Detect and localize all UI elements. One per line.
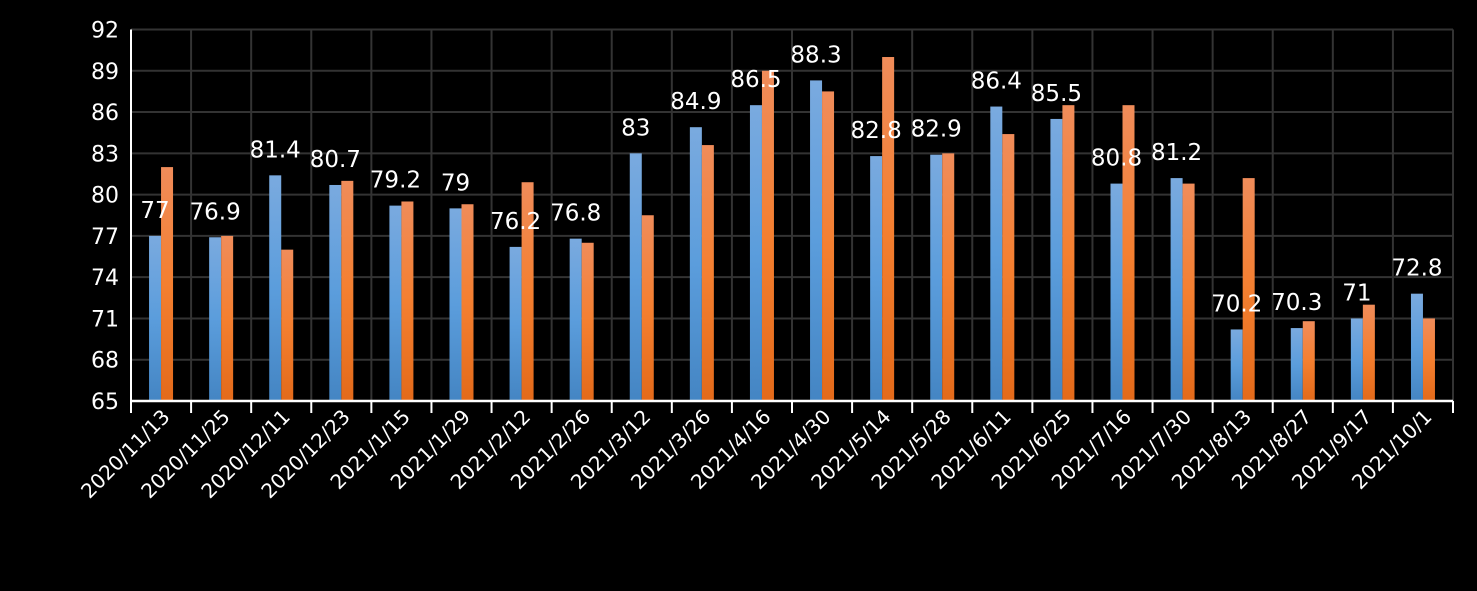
bar-series2	[1242, 178, 1255, 401]
bar-series1	[930, 154, 943, 401]
bar-series1	[870, 156, 883, 401]
data-label: 79.2	[370, 168, 421, 194]
y-tick-label: 71	[91, 307, 119, 332]
data-label: 86.5	[730, 67, 781, 93]
data-label: 82.9	[911, 117, 962, 143]
bar-series1	[209, 237, 222, 401]
data-label: 81.4	[250, 137, 301, 163]
bar-series2	[942, 153, 955, 401]
bar-series2	[641, 215, 654, 401]
data-label: 83	[621, 115, 650, 141]
bar-series2	[581, 242, 594, 401]
bar-series1	[689, 127, 702, 402]
y-tick-label: 74	[91, 266, 119, 291]
data-label: 82.8	[851, 118, 902, 144]
data-label: 76.9	[190, 199, 241, 225]
bar-series2	[761, 70, 774, 402]
bar-series1	[269, 175, 282, 401]
y-tick-label: 92	[91, 19, 119, 44]
bar-series2	[822, 91, 835, 402]
data-label: 80.7	[310, 147, 361, 173]
data-label: 77	[140, 198, 169, 224]
y-tick-label: 68	[91, 349, 119, 374]
bar-series2	[882, 57, 895, 401]
bar-series1	[509, 246, 522, 401]
bar-series1	[389, 205, 402, 401]
bar-series1	[749, 105, 762, 401]
bar-series1	[149, 235, 162, 401]
bar-series1	[1110, 183, 1123, 401]
data-label: 80.8	[1091, 146, 1142, 172]
bar-series2	[281, 249, 294, 401]
bar-series1	[329, 184, 342, 401]
bar-series2	[1362, 304, 1375, 401]
data-label: 84.9	[670, 89, 721, 115]
data-label: 88.3	[790, 42, 841, 68]
bar-series2	[1302, 321, 1315, 401]
y-tick-label: 80	[91, 184, 119, 209]
data-label: 71	[1342, 280, 1371, 306]
data-label: 85.5	[1031, 81, 1082, 107]
data-labels: 77 76.9 81.4 80.7 79.2 79 76.2 76.8 83 84.9 86.5 88…	[140, 42, 1442, 317]
y-tick-label: 65	[91, 390, 119, 415]
data-label: 81.2	[1151, 140, 1202, 166]
bar-series2	[221, 235, 234, 401]
bar-series2	[1422, 318, 1435, 401]
bar-series1	[1050, 118, 1063, 402]
bar-series2	[161, 167, 174, 401]
bar-series1	[810, 80, 823, 402]
data-label: 76.2	[490, 209, 541, 235]
data-label: 79	[441, 170, 470, 196]
data-label: 70.3	[1271, 290, 1322, 316]
gridlines	[130, 28, 1454, 402]
bar-series1	[449, 208, 462, 401]
axes	[130, 29, 1454, 413]
bar-series2	[1002, 134, 1015, 401]
bar-series2	[1122, 105, 1135, 401]
bar-series1	[990, 106, 1003, 401]
y-tick-label: 83	[91, 142, 119, 167]
data-label: 86.4	[971, 69, 1022, 95]
bar-series2	[341, 180, 354, 401]
y-tick-label: 86	[91, 101, 119, 126]
bar-series2	[461, 204, 474, 401]
y-tick-label: 89	[91, 60, 119, 85]
data-label: 76.8	[550, 201, 601, 227]
bar-series2	[701, 145, 714, 401]
bars	[149, 57, 1435, 402]
y-tick-label: 77	[91, 225, 119, 250]
data-label: 72.8	[1391, 256, 1442, 282]
bar-series1	[629, 153, 642, 401]
bar-series1	[1230, 329, 1243, 401]
bar-series1	[1170, 178, 1183, 401]
bar-series1	[1290, 328, 1303, 401]
bar-series1	[1350, 318, 1363, 401]
x-axis-labels: 2020/11/132020/11/252020/12/112020/12/23…	[76, 405, 1436, 503]
bar-series2	[521, 182, 534, 401]
bar-series1	[1410, 293, 1423, 401]
data-label: 70.2	[1211, 291, 1262, 317]
bar-series2	[1182, 183, 1195, 401]
y-axis-ticks: 65 68 71 74 77 80 83 86 89 92	[91, 19, 119, 416]
bar-series2	[401, 201, 414, 401]
bar-series2	[1062, 105, 1075, 401]
bar-series1	[569, 238, 582, 401]
